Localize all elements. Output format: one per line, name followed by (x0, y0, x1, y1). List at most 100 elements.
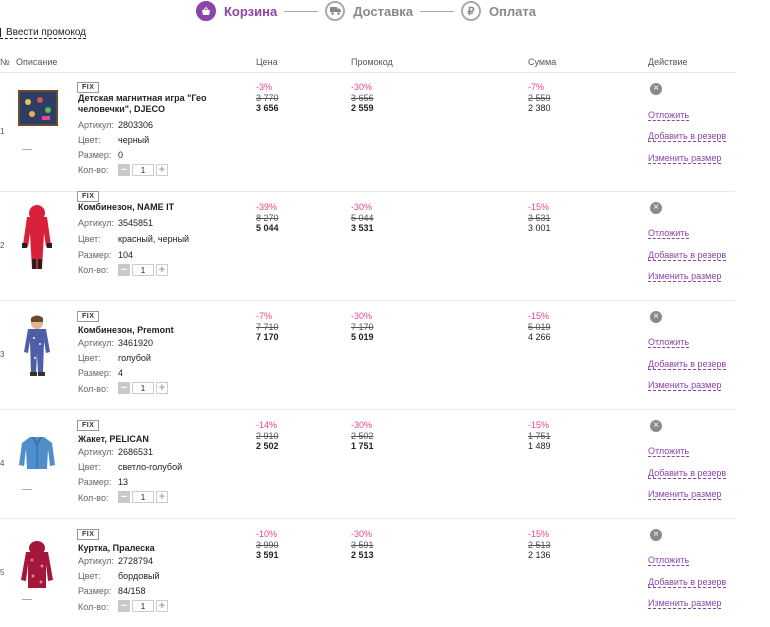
qty-minus-button[interactable]: − (118, 600, 130, 612)
qty-input[interactable] (132, 491, 154, 503)
header-promo: Промокод (351, 57, 393, 67)
denim-jacket-image[interactable] (18, 435, 56, 471)
change-size-link[interactable]: Изменить размер (648, 598, 722, 609)
qty-plus-button[interactable]: + (156, 491, 168, 503)
postpone-link[interactable]: Отложить (648, 228, 690, 239)
price-discount: -39% (256, 202, 278, 212)
qty-input[interactable] (132, 600, 154, 612)
color-value: бордовый (118, 571, 160, 581)
promo-new: 5 019 (351, 332, 374, 342)
sum-discount: -15% (528, 529, 550, 539)
step-payment-label: Оплата (488, 3, 536, 19)
qty-minus-button[interactable]: − (118, 164, 130, 176)
remove-item-button[interactable]: × (650, 311, 662, 323)
qty-label: Кол-во: (78, 265, 109, 275)
quantity-stepper: − + (118, 264, 168, 276)
promo-discount: -30% (351, 420, 373, 430)
header-description: Описание (16, 57, 58, 67)
row-number: 1 (0, 127, 5, 136)
price-discount: -10% (256, 529, 278, 539)
promo-discount: -30% (351, 311, 373, 321)
promo-old: 3 656 (351, 93, 374, 103)
change-size-link[interactable]: Изменить размер (648, 489, 722, 500)
image-divider (22, 149, 32, 150)
color-label: Цвет: (78, 571, 101, 581)
size-label: Размер: (78, 250, 112, 260)
size-value: 13 (118, 477, 129, 487)
qty-input[interactable] (132, 264, 154, 276)
row-number: 5 (0, 568, 5, 577)
basket-icon (196, 1, 216, 21)
red-overall-image[interactable] (18, 203, 56, 275)
magnetic-game-image[interactable] (18, 90, 58, 126)
qty-input[interactable] (132, 382, 154, 394)
change-size-link[interactable]: Изменить размер (648, 271, 722, 282)
step-payment[interactable]: ₽ Оплата (460, 1, 536, 21)
remove-item-button[interactable]: × (650, 420, 662, 432)
qty-plus-button[interactable]: + (156, 264, 168, 276)
product-name[interactable]: Комбинезон, NAME IT (78, 202, 175, 212)
postpone-link[interactable]: Отложить (648, 555, 690, 566)
postpone-link[interactable]: Отложить (648, 110, 690, 121)
product-name[interactable]: Куртка, Пралеска (78, 543, 155, 553)
change-size-link[interactable]: Изменить размер (648, 153, 722, 164)
product-name[interactable]: Детская магнитная игра "Гео человечки", … (78, 93, 207, 114)
fix-badge: FIX (77, 82, 100, 93)
change-size-link[interactable]: Изменить размер (648, 380, 722, 391)
promo-discount: -30% (351, 529, 373, 539)
qty-input[interactable] (132, 164, 154, 176)
add-to-reserve-link[interactable]: Добавить в резерв (648, 359, 727, 370)
price-old: 8 270 (256, 213, 279, 223)
size-label: Размер: (78, 150, 112, 160)
remove-item-button[interactable]: × (650, 83, 662, 95)
promo-old: 7 170 (351, 322, 374, 332)
price-discount: -7% (256, 311, 273, 321)
promo-new: 2 513 (351, 550, 374, 560)
qty-minus-button[interactable]: − (118, 382, 130, 394)
qty-plus-button[interactable]: + (156, 382, 168, 394)
qty-label: Кол-во: (78, 493, 109, 503)
sum-discount: -15% (528, 202, 550, 212)
burgundy-jacket-image[interactable] (18, 540, 56, 592)
fix-badge: FIX (77, 191, 100, 202)
sum-discount: -15% (528, 420, 550, 430)
add-to-reserve-link[interactable]: Добавить в резерв (648, 468, 727, 479)
sum-new: 1 489 (528, 441, 551, 451)
color-label: Цвет: (78, 135, 101, 145)
cart-row: 3 FIX Комбинезон, Premont Артикул: 34619… (0, 300, 735, 410)
sum-old: 2 559 (528, 93, 551, 103)
product-name[interactable]: Комбинезон, Premont (78, 325, 174, 335)
postpone-link[interactable]: Отложить (648, 337, 690, 348)
article-value: 2686531 (118, 447, 154, 457)
article-label: Артикул: (78, 218, 115, 228)
remove-item-button[interactable]: × (650, 529, 662, 541)
header-price: Цена (256, 57, 278, 67)
add-to-reserve-link[interactable]: Добавить в резерв (648, 250, 727, 261)
product-name[interactable]: Жакет, PELICAN (78, 434, 149, 444)
color-value: светло-голубой (118, 462, 183, 472)
size-value: 4 (118, 368, 124, 378)
price-new: 3 656 (256, 103, 279, 113)
qty-plus-button[interactable]: + (156, 164, 168, 176)
step-cart[interactable]: Корзина (196, 1, 277, 21)
step-delivery-label: Доставка (353, 3, 413, 19)
price-old: 3 990 (256, 540, 279, 550)
sum-discount: -7% (528, 82, 545, 92)
price-old: 2 910 (256, 431, 279, 441)
size-value: 0 (118, 150, 124, 160)
postpone-link[interactable]: Отложить (648, 446, 690, 457)
promo-code-link[interactable]: Ввести промокод (0, 27, 87, 39)
step-delivery[interactable]: Доставка (325, 1, 413, 21)
add-to-reserve-link[interactable]: Добавить в резерв (648, 577, 727, 588)
color-label: Цвет: (78, 462, 101, 472)
blue-overall-image[interactable] (18, 314, 56, 386)
qty-plus-button[interactable]: + (156, 600, 168, 612)
sum-old: 5 019 (528, 322, 551, 332)
promo-old: 3 591 (351, 540, 374, 550)
color-label: Цвет: (78, 234, 101, 244)
add-to-reserve-link[interactable]: Добавить в резерв (648, 131, 727, 142)
fix-badge: FIX (77, 311, 100, 322)
qty-minus-button[interactable]: − (118, 264, 130, 276)
remove-item-button[interactable]: × (650, 202, 662, 214)
qty-minus-button[interactable]: − (118, 491, 130, 503)
